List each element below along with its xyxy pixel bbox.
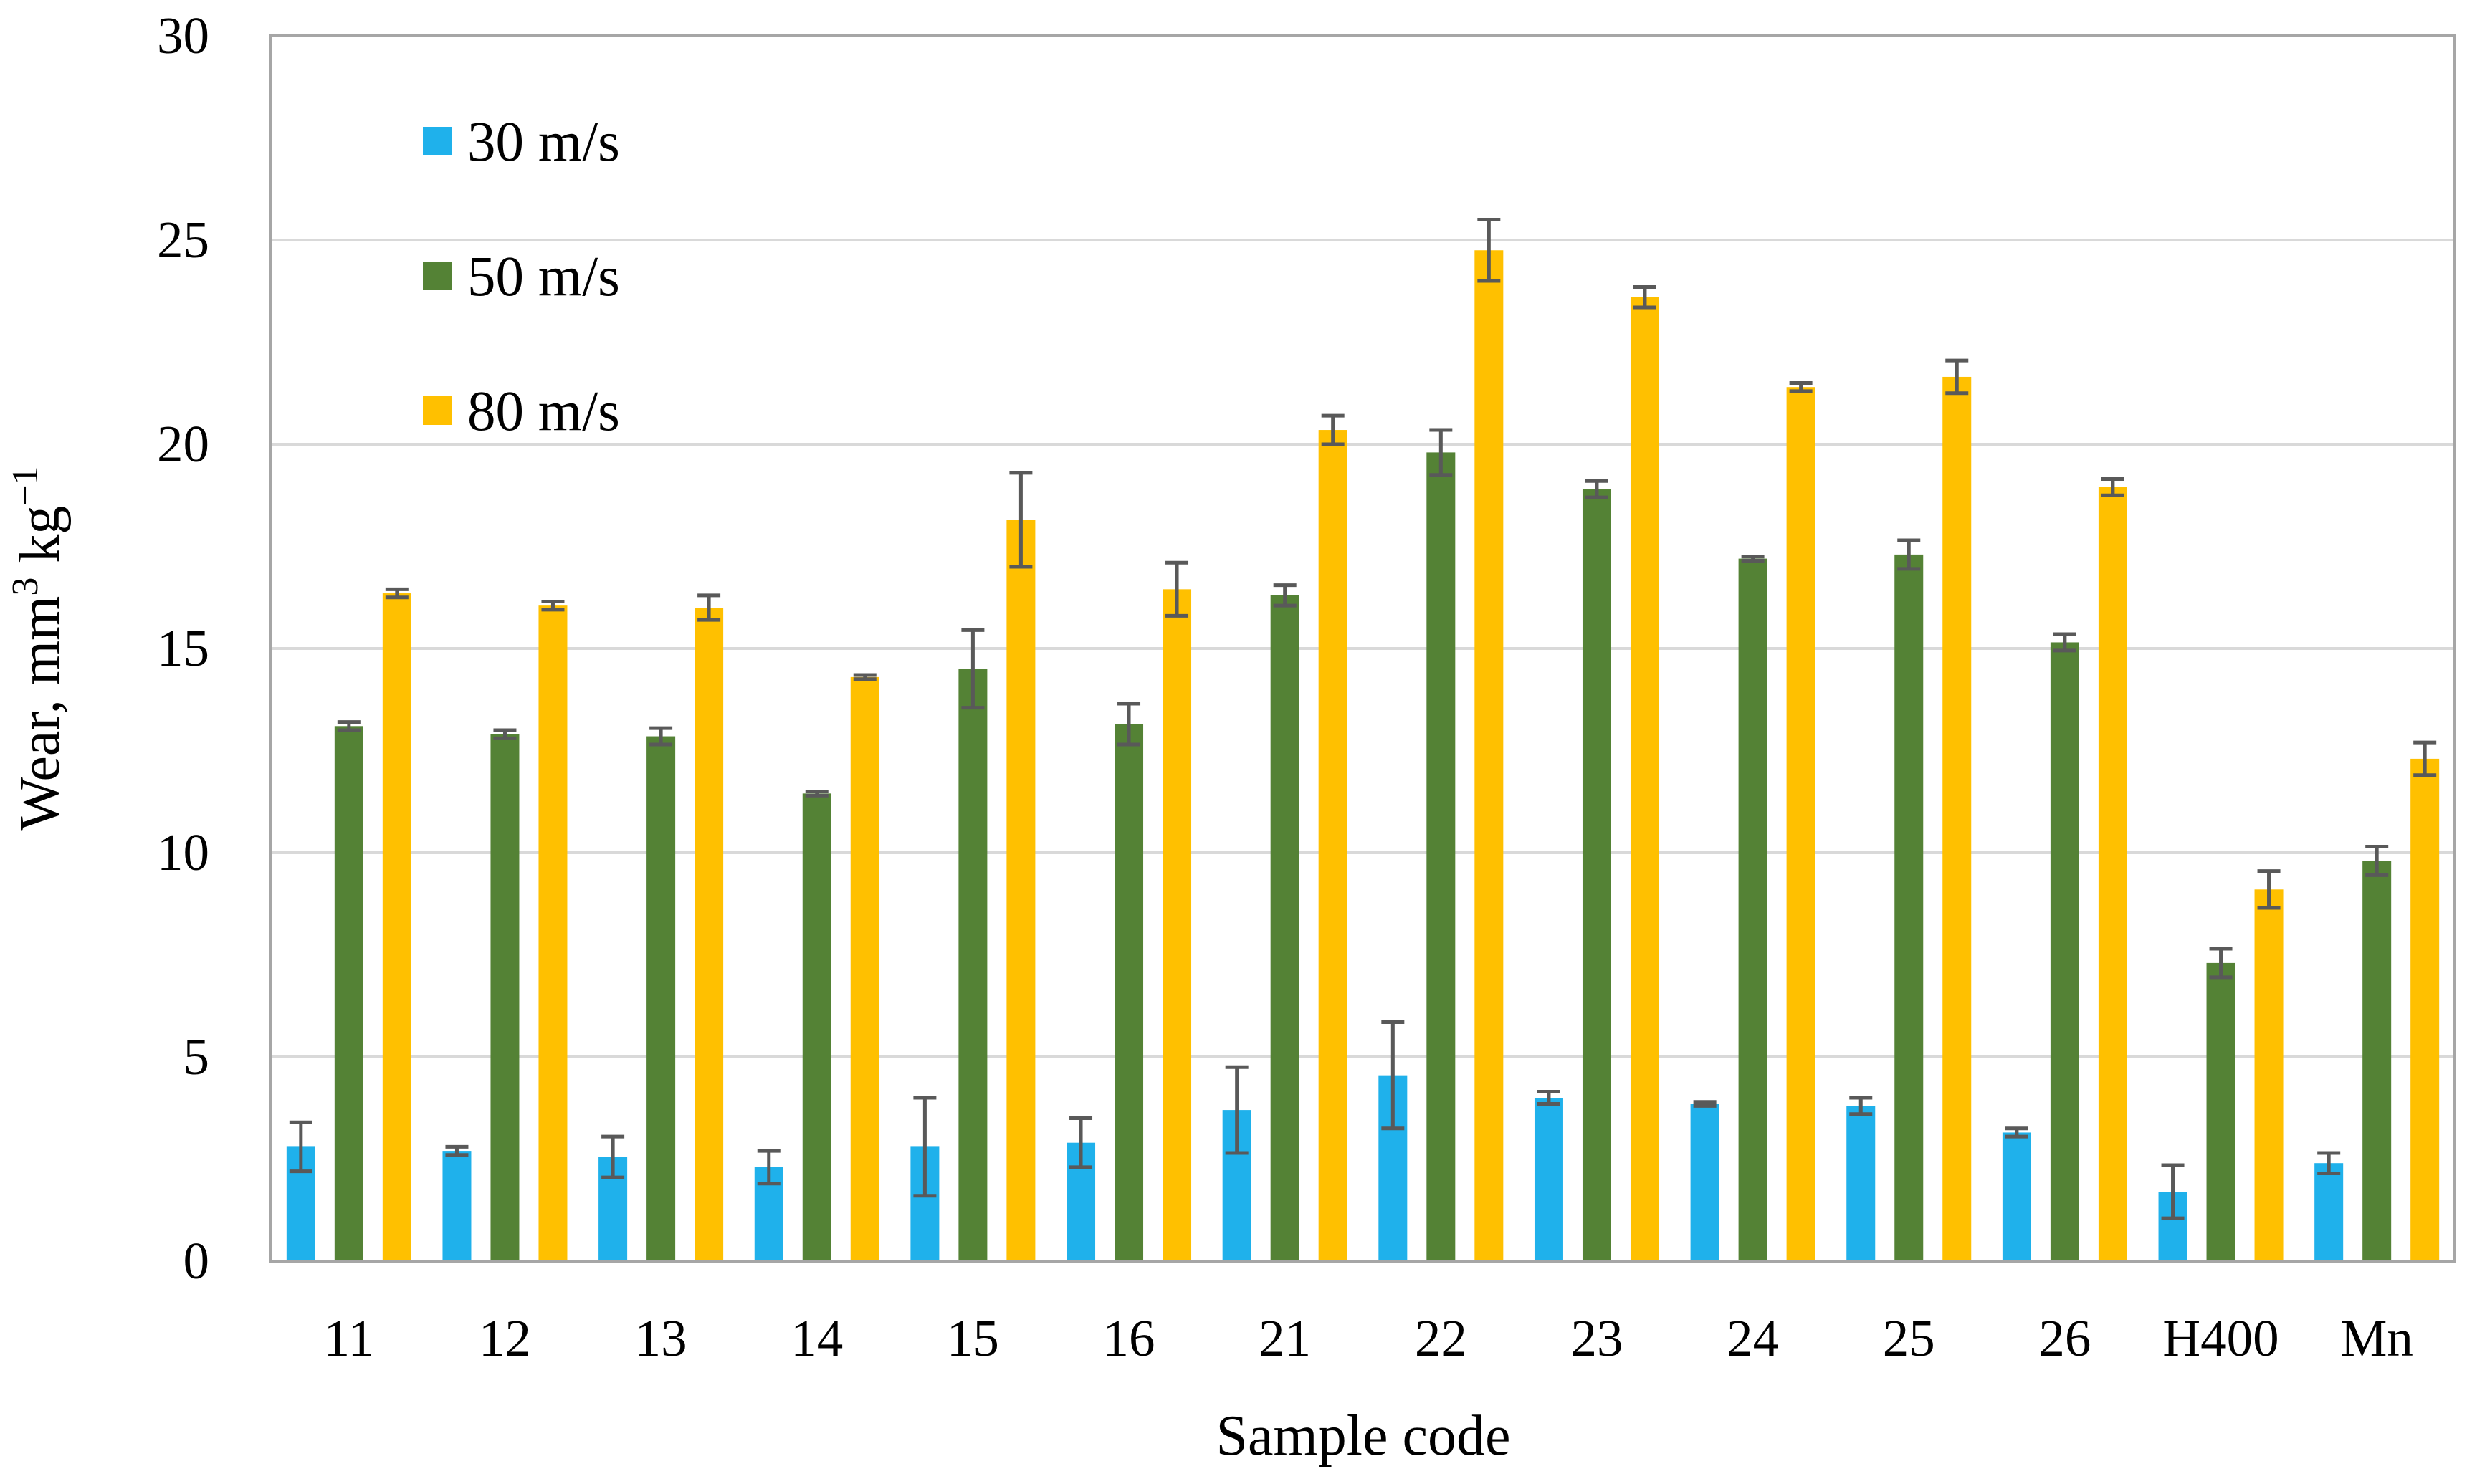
bar (1690, 1104, 1719, 1261)
x-tick-label: Mn (2340, 1309, 2413, 1367)
y-tick-label: 25 (157, 211, 209, 269)
x-tick-label: 11 (324, 1309, 374, 1367)
bar (646, 736, 676, 1261)
bar (490, 734, 520, 1261)
bar (802, 793, 831, 1261)
bar (1630, 297, 1659, 1261)
bar (1270, 595, 1299, 1261)
y-axis-title: Wear, mm3 kg−1 (5, 466, 72, 830)
bar (2206, 962, 2235, 1261)
bar (850, 676, 879, 1261)
legend-label: 80 m/s (467, 380, 620, 443)
bar (2362, 861, 2392, 1261)
bar (538, 605, 568, 1261)
y-tick-label: 20 (157, 415, 209, 473)
bar (695, 608, 724, 1261)
y-tick-label: 10 (157, 823, 209, 881)
bar (334, 726, 363, 1261)
y-tick-label: 30 (157, 6, 209, 64)
x-tick-label: 14 (791, 1309, 843, 1367)
bar (2098, 487, 2127, 1261)
legend-swatch (423, 262, 452, 290)
legend-label: 30 m/s (467, 111, 620, 173)
bar (1534, 1098, 1563, 1261)
x-tick-labels: 11 12 13 14 15 16 21 22 23 24 25 26 H400 Mn (324, 1309, 2413, 1367)
legend: 30 m/s 50 m/s 80 m/s (423, 111, 620, 443)
bar (2314, 1163, 2344, 1261)
bar (2410, 758, 2440, 1261)
bar (1318, 430, 1347, 1261)
x-tick-label: 21 (1259, 1309, 1311, 1367)
bar (1942, 376, 1972, 1262)
bar (2254, 889, 2284, 1261)
x-tick-label: 22 (1415, 1309, 1467, 1367)
plot-area-frame (269, 34, 2456, 1263)
bar (1115, 724, 1144, 1261)
x-tick-label: 23 (1570, 1309, 1623, 1367)
bar (1006, 520, 1036, 1262)
bar (1582, 489, 1611, 1262)
x-tick-label: H400 (2162, 1309, 2278, 1367)
bar (1738, 558, 1767, 1261)
x-axis-title: Sample code (1216, 1404, 1511, 1468)
error-bars (289, 218, 2437, 1220)
x-tick-label: 25 (1883, 1309, 1935, 1367)
x-tick-label: 16 (1103, 1309, 1155, 1367)
gridlines (271, 239, 2455, 1058)
legend-swatch (423, 127, 452, 155)
bar (958, 669, 988, 1261)
x-tick-label: 12 (479, 1309, 531, 1367)
bar (2050, 642, 2079, 1261)
bar (1163, 589, 1192, 1261)
y-tick-label: 5 (183, 1028, 210, 1086)
bar (442, 1151, 472, 1261)
bar (1846, 1106, 1876, 1261)
bar (1894, 554, 1924, 1261)
legend-swatch (423, 396, 452, 425)
x-tick-label: 26 (2038, 1309, 2091, 1367)
x-tick-label: 13 (635, 1309, 687, 1367)
bar (1786, 387, 1815, 1262)
bar (2002, 1132, 2031, 1261)
legend-label: 50 m/s (467, 246, 620, 308)
x-tick-label: 24 (1727, 1309, 1779, 1367)
y-tick-label: 0 (183, 1232, 210, 1290)
bars (286, 250, 2440, 1262)
y-tick-label: 15 (157, 619, 209, 677)
x-tick-label: 15 (947, 1309, 999, 1367)
bar (1474, 250, 1504, 1261)
bar (1426, 452, 1456, 1261)
y-tick-labels: 0 5 10 15 20 25 30 (157, 6, 209, 1290)
bar (382, 593, 411, 1261)
